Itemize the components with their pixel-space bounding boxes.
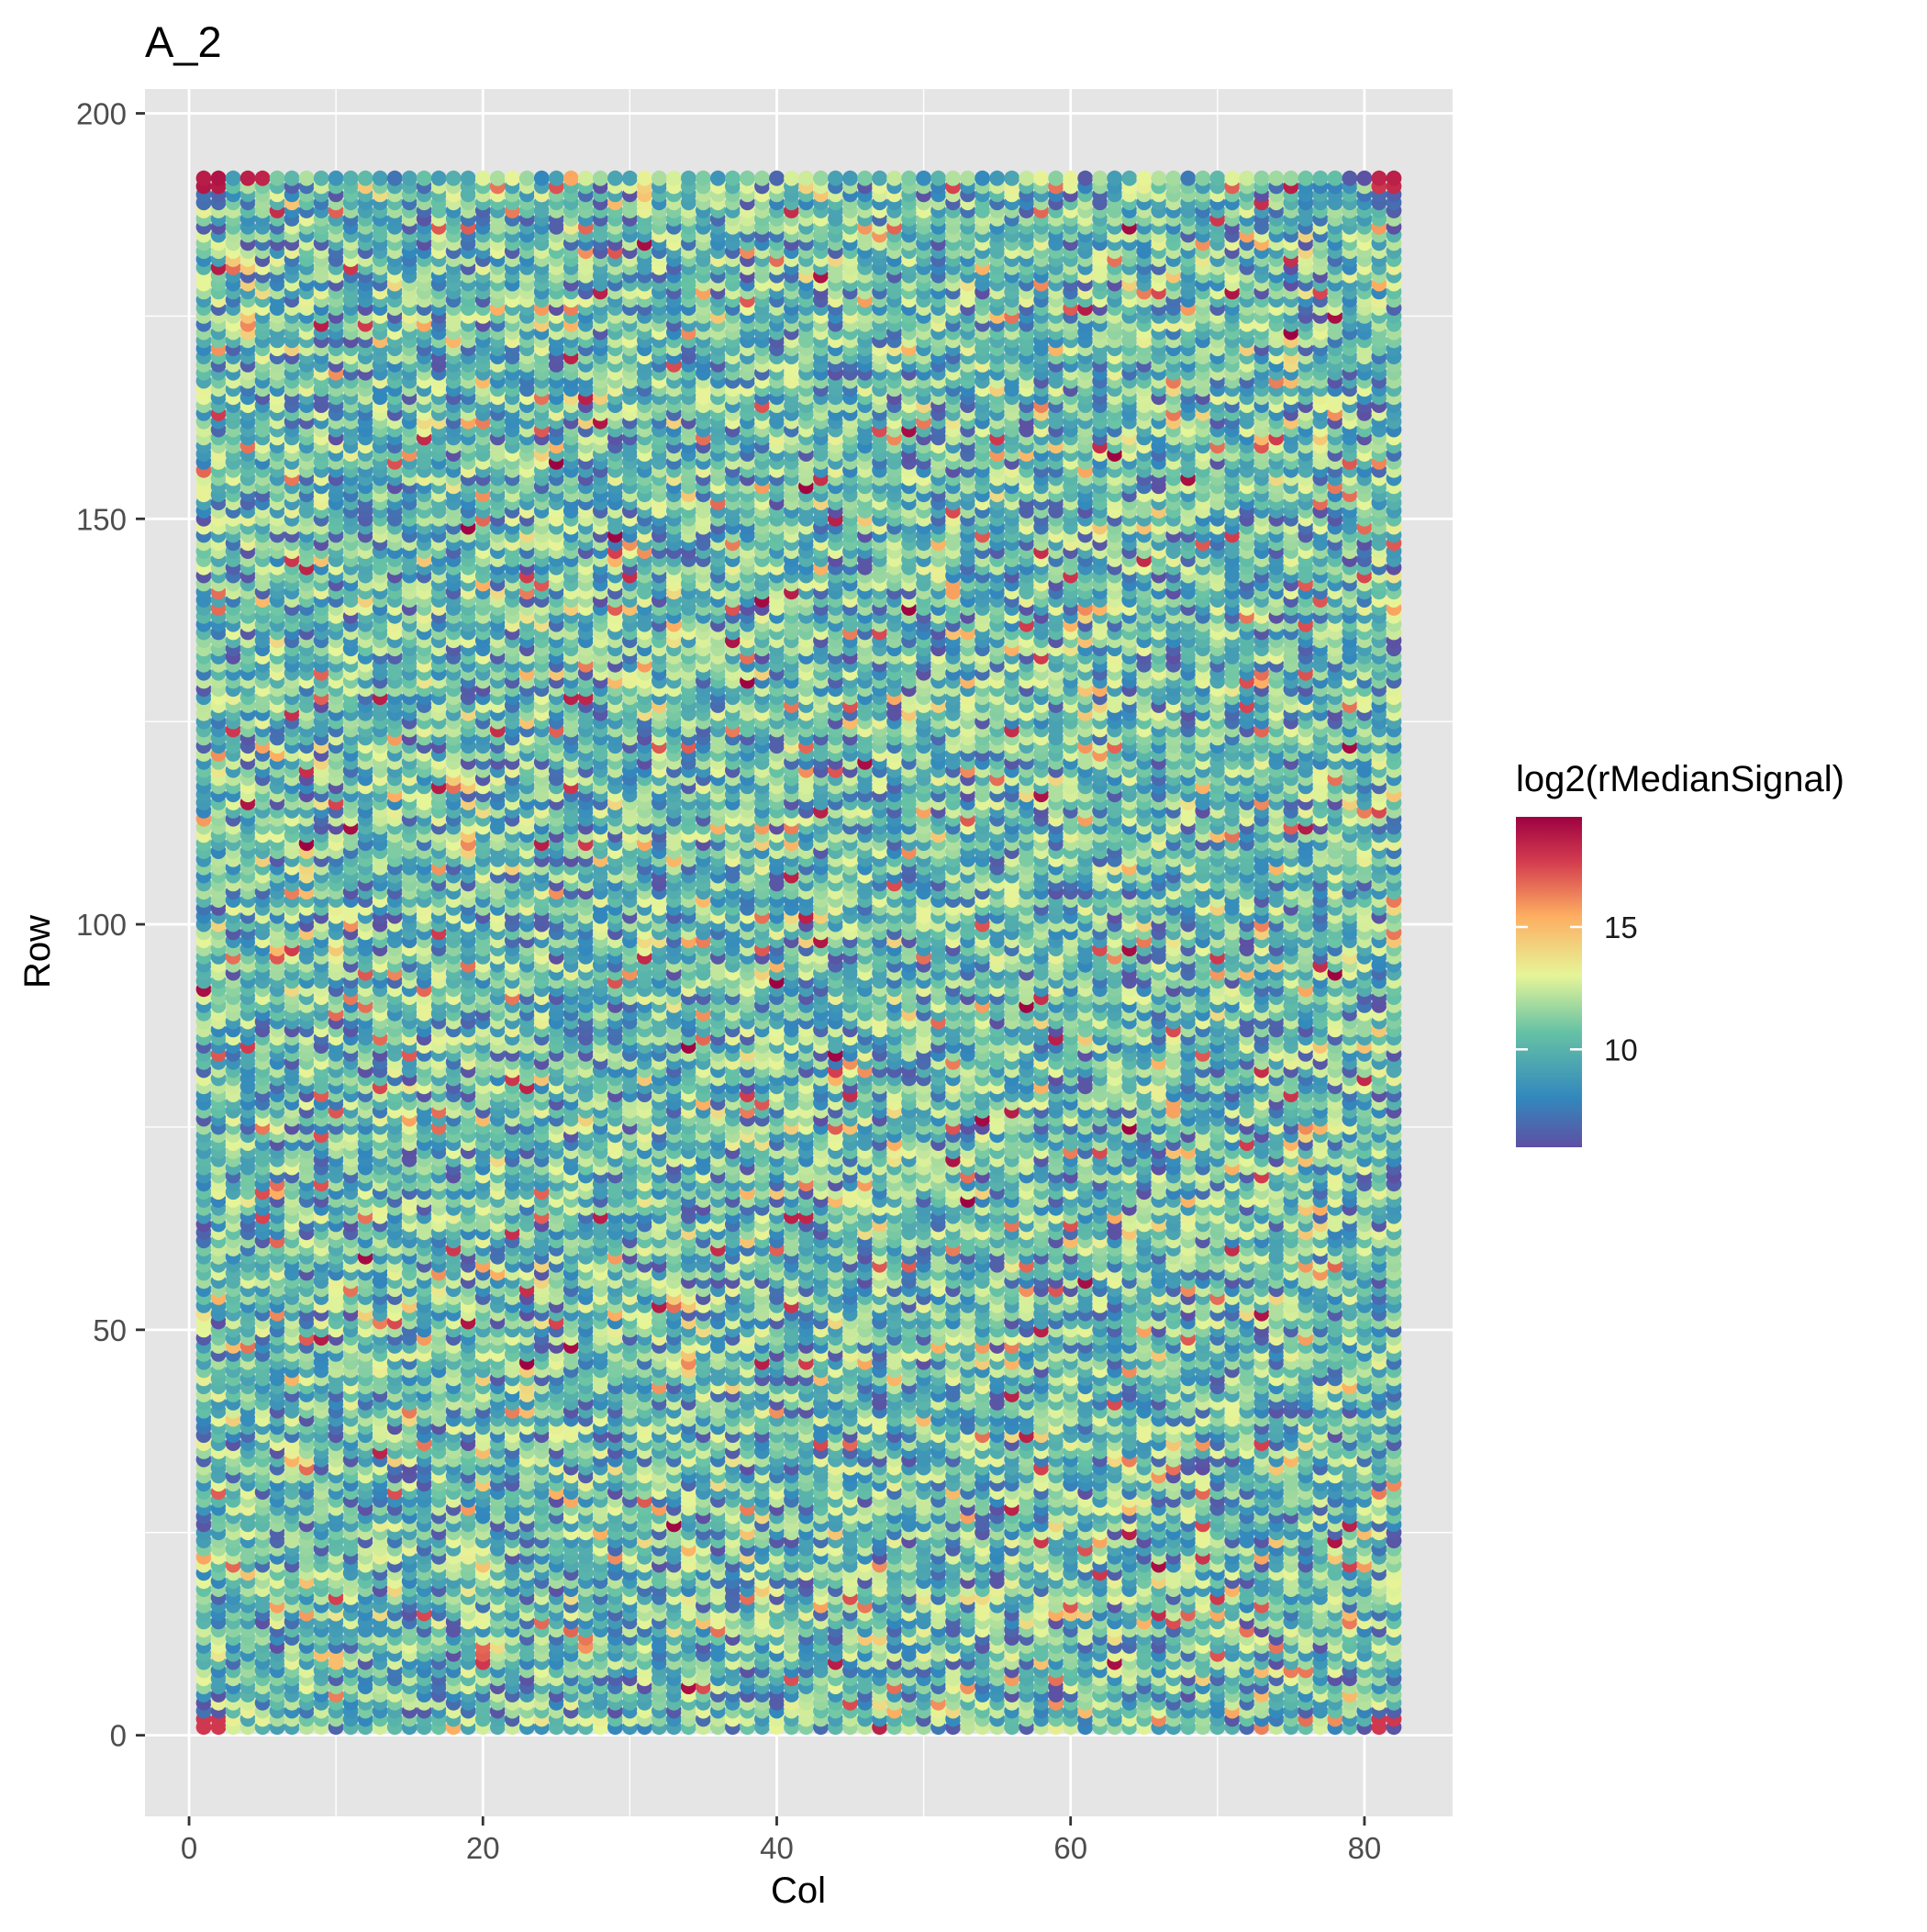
- chart-title: A_2: [145, 17, 222, 66]
